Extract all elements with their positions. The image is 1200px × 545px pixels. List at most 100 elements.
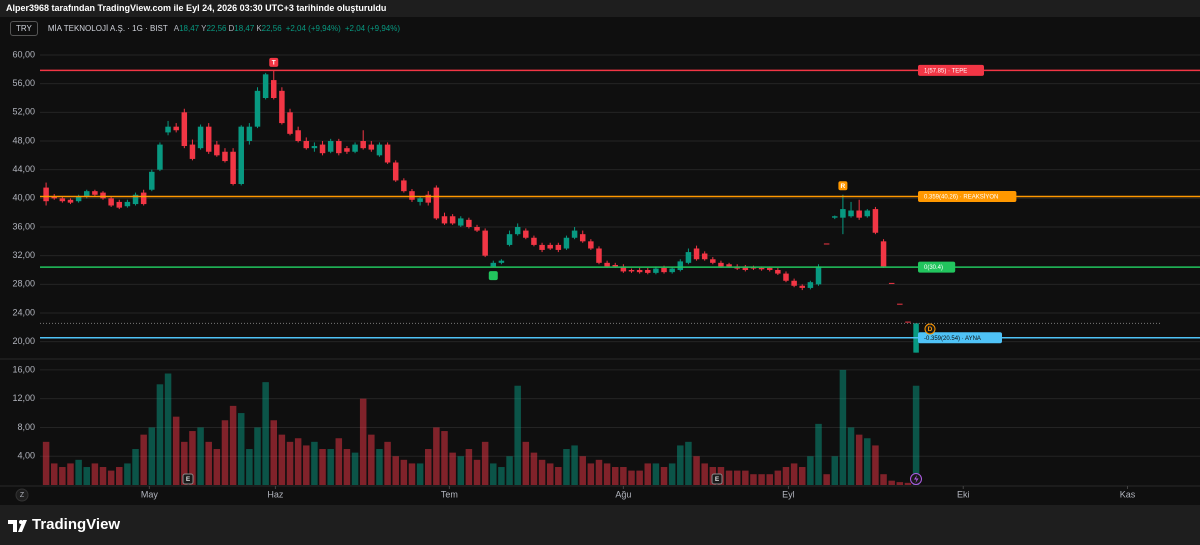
candle-body bbox=[888, 282, 895, 284]
volume-bar bbox=[677, 445, 684, 485]
candle-body bbox=[897, 303, 903, 305]
candle-body bbox=[726, 264, 732, 267]
candle-body bbox=[132, 194, 139, 205]
candle-body bbox=[579, 234, 586, 242]
volume-bar bbox=[189, 431, 196, 485]
volume-bar bbox=[433, 427, 440, 485]
volume-bar bbox=[790, 463, 798, 485]
candle-body bbox=[108, 198, 114, 206]
volume-bar bbox=[490, 463, 497, 485]
volume-bar bbox=[400, 459, 408, 485]
candle-body bbox=[295, 130, 301, 141]
volume-bar bbox=[83, 467, 91, 485]
candle-body bbox=[799, 285, 806, 288]
volume-bar bbox=[766, 474, 773, 485]
candle-body bbox=[758, 267, 765, 270]
volume-bar bbox=[685, 441, 692, 485]
candle-body bbox=[116, 201, 123, 208]
change: +2,04 (+9,94%) bbox=[285, 23, 341, 33]
y-tick-label: 8,00 bbox=[17, 422, 35, 432]
candle-body bbox=[311, 146, 318, 149]
level-label-bg bbox=[918, 332, 1002, 344]
footer: TradingView bbox=[0, 505, 1200, 545]
candle-body bbox=[401, 180, 407, 192]
volume-bar bbox=[148, 427, 156, 485]
volume-bar bbox=[42, 441, 50, 485]
ohlc-key: D bbox=[228, 23, 235, 33]
ohlc-key: Y bbox=[201, 23, 207, 33]
volume-bar bbox=[514, 385, 521, 485]
candle-body bbox=[636, 270, 643, 273]
volume-bar bbox=[896, 482, 904, 485]
volume-bar bbox=[571, 445, 578, 485]
ohlc-value: 22,56 bbox=[261, 23, 282, 33]
candle-body bbox=[905, 321, 911, 323]
volume-bar bbox=[628, 470, 635, 485]
volume-bar bbox=[107, 470, 115, 485]
change: +2,04 (+9,94%) bbox=[344, 23, 400, 33]
volume-bar bbox=[303, 445, 310, 485]
candle-body bbox=[498, 260, 505, 263]
volume-bar bbox=[595, 459, 603, 485]
x-tick-label: Tem bbox=[441, 489, 458, 499]
candle-body bbox=[214, 144, 220, 156]
ohlc-value: 22,56 bbox=[206, 23, 227, 33]
candle-body bbox=[466, 219, 472, 227]
volume-bar bbox=[50, 463, 58, 485]
candle-body bbox=[531, 237, 537, 245]
volume-bar bbox=[693, 456, 700, 485]
candle-body bbox=[230, 151, 236, 184]
x-tick-label: Ağu bbox=[615, 489, 631, 499]
candle-body bbox=[563, 237, 570, 249]
brand: TradingView bbox=[32, 516, 121, 533]
volume-bar bbox=[294, 438, 302, 485]
candle-body bbox=[832, 216, 838, 218]
candle-body bbox=[59, 198, 66, 202]
x-tick-label: Haz bbox=[267, 489, 284, 499]
volume-bar bbox=[213, 449, 221, 485]
volume-bar bbox=[91, 463, 99, 485]
y-tick-label: 24,00 bbox=[12, 307, 35, 317]
volume-bar bbox=[847, 427, 855, 485]
x-tick-label: Eyl bbox=[782, 489, 795, 499]
volume-bar bbox=[579, 456, 586, 485]
candle-body bbox=[555, 244, 562, 250]
x-tick-label: Eki bbox=[957, 489, 970, 499]
candle-body bbox=[685, 252, 692, 263]
candle-body bbox=[620, 266, 627, 272]
pivot-marker bbox=[488, 271, 498, 281]
candle-body bbox=[880, 241, 887, 267]
marker-label: E bbox=[186, 476, 191, 483]
volume-bar bbox=[660, 467, 668, 485]
y-tick-label: 12,00 bbox=[12, 393, 35, 403]
candle-body bbox=[262, 74, 269, 98]
earnings-marker bbox=[711, 473, 723, 485]
volume-bar bbox=[384, 441, 391, 485]
candle-body bbox=[807, 282, 814, 288]
currency-button[interactable]: TRY bbox=[10, 20, 38, 36]
volume-bar bbox=[278, 434, 286, 485]
volume-bar bbox=[254, 427, 261, 485]
volume-bar bbox=[441, 431, 448, 485]
volume-bar bbox=[904, 482, 912, 485]
volume-bar bbox=[742, 470, 749, 485]
candle-body bbox=[458, 218, 464, 226]
volume-bar bbox=[620, 467, 627, 485]
volume-bar bbox=[327, 449, 334, 485]
volume-bar bbox=[522, 441, 530, 485]
volume-bar bbox=[343, 449, 351, 485]
volume-bar bbox=[465, 449, 473, 485]
candle-body bbox=[506, 234, 513, 245]
candle-body bbox=[189, 144, 196, 159]
candle-body bbox=[490, 262, 497, 267]
volume-bar bbox=[376, 449, 383, 485]
ohlc-value: 18,47 bbox=[234, 23, 255, 33]
volume-bar bbox=[668, 463, 676, 485]
candle-body bbox=[840, 209, 846, 218]
zoom-button[interactable] bbox=[15, 488, 29, 502]
y-tick-label: 16,00 bbox=[12, 364, 35, 374]
candle-body bbox=[319, 144, 326, 154]
ohlc-key: K bbox=[256, 23, 262, 33]
candle-body bbox=[344, 148, 350, 152]
candle-body bbox=[783, 273, 789, 281]
